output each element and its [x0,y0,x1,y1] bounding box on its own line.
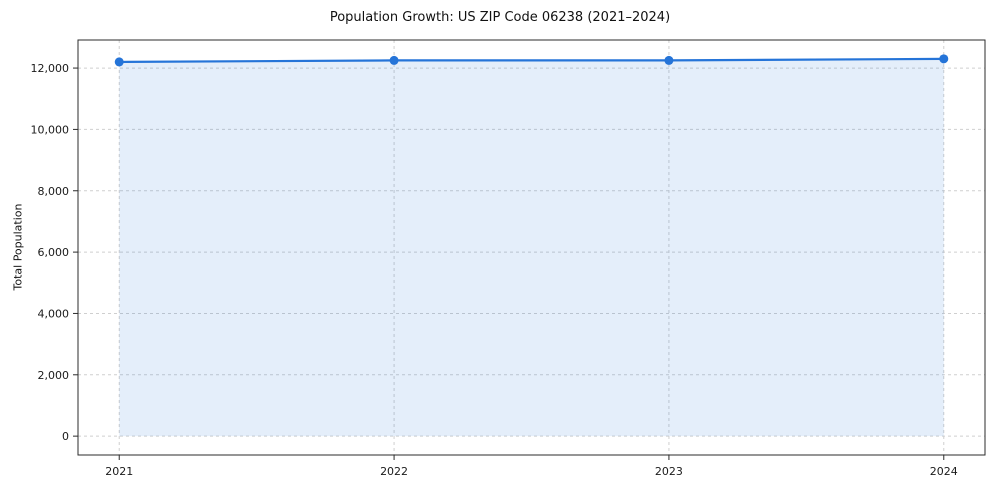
x-tick-label: 2021 [105,465,133,478]
x-tick-label: 2022 [380,465,408,478]
y-tick-label: 0 [62,430,69,443]
plot-frame [77,39,986,456]
data-point-marker [114,57,124,67]
data-point-marker [664,55,674,65]
data-point-marker [389,55,399,65]
y-tick-label: 2,000 [38,369,70,382]
x-tick-label: 2023 [655,465,683,478]
chart-title: Population Growth: US ZIP Code 06238 (20… [329,10,671,25]
y-tick-label: 8,000 [38,185,70,198]
x-tick-label: 2024 [930,465,958,478]
y-tick-label: 10,000 [31,123,70,136]
y-tick-label: 12,000 [31,62,70,75]
area-fill [119,58,944,437]
series-line [118,57,945,64]
y-tick-label: 6,000 [38,246,70,259]
y-tick-label: 4,000 [38,307,70,320]
data-point-marker [939,54,949,64]
